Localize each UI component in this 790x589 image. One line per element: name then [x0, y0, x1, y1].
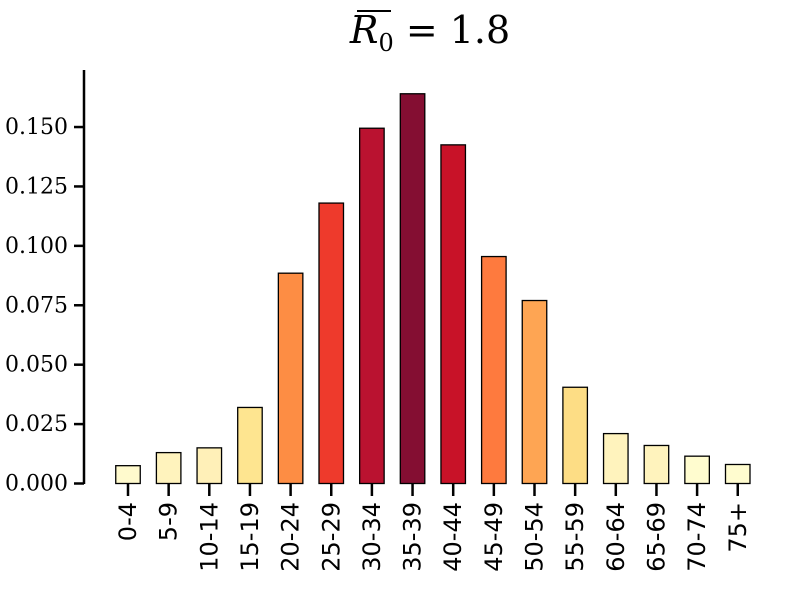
bar — [562, 386, 589, 485]
x-tick-label: 10-14 — [195, 502, 223, 572]
bar — [643, 444, 670, 485]
x-tick-label: 75+ — [724, 502, 752, 553]
bar — [237, 406, 263, 485]
x-tick-label: 30-34 — [358, 502, 386, 572]
x-tick-label: 5-9 — [155, 502, 183, 541]
bar — [318, 202, 345, 485]
x-tick-label: 0-4 — [114, 502, 142, 541]
bar — [521, 299, 548, 485]
bar — [196, 447, 223, 485]
bar — [399, 93, 426, 485]
x-tick-label: 50-54 — [521, 502, 549, 572]
chart-title: R0 = 1.8 — [349, 8, 510, 57]
x-tick-label: 70-74 — [683, 502, 711, 572]
bar — [602, 432, 629, 485]
bar — [358, 127, 385, 485]
bar — [155, 451, 182, 485]
y-axis-ticks: 0.000 0.025 0.050 0.075 0.100 0.125 0.150 — [5, 115, 84, 497]
y-tick-label: 0.075 — [5, 293, 68, 318]
bars-group — [115, 93, 751, 485]
bar — [724, 463, 751, 485]
title-symbol: R — [349, 8, 379, 52]
x-tick-label: 55-59 — [561, 502, 589, 572]
x-axis-ticks: 0-4 5-9 10-14 15-19 20-24 25-29 30-34 35-39 40-4… — [114, 484, 752, 572]
x-tick-label: 15-19 — [236, 502, 264, 572]
bar — [115, 465, 141, 485]
y-tick-label: 0.025 — [5, 412, 68, 437]
y-tick-label: 0.125 — [5, 174, 68, 199]
x-tick-label: 45-49 — [480, 502, 508, 572]
x-tick-label: 60-64 — [602, 502, 630, 572]
bar — [440, 144, 467, 485]
y-tick-label: 0.000 — [5, 472, 68, 497]
title-subscript: 0 — [378, 29, 393, 57]
x-tick-label: 20-24 — [277, 502, 305, 572]
y-tick-label: 0.150 — [5, 115, 68, 140]
y-tick-label: 0.050 — [5, 353, 68, 378]
bar — [684, 455, 710, 485]
x-tick-label: 35-39 — [399, 502, 427, 572]
x-tick-label: 25-29 — [317, 502, 345, 572]
x-tick-label: 40-44 — [439, 502, 467, 572]
bar — [277, 272, 304, 485]
x-tick-label: 65-69 — [642, 502, 670, 572]
title-rest: = 1.8 — [394, 8, 510, 52]
bar — [480, 255, 507, 485]
y-tick-label: 0.100 — [5, 234, 68, 259]
